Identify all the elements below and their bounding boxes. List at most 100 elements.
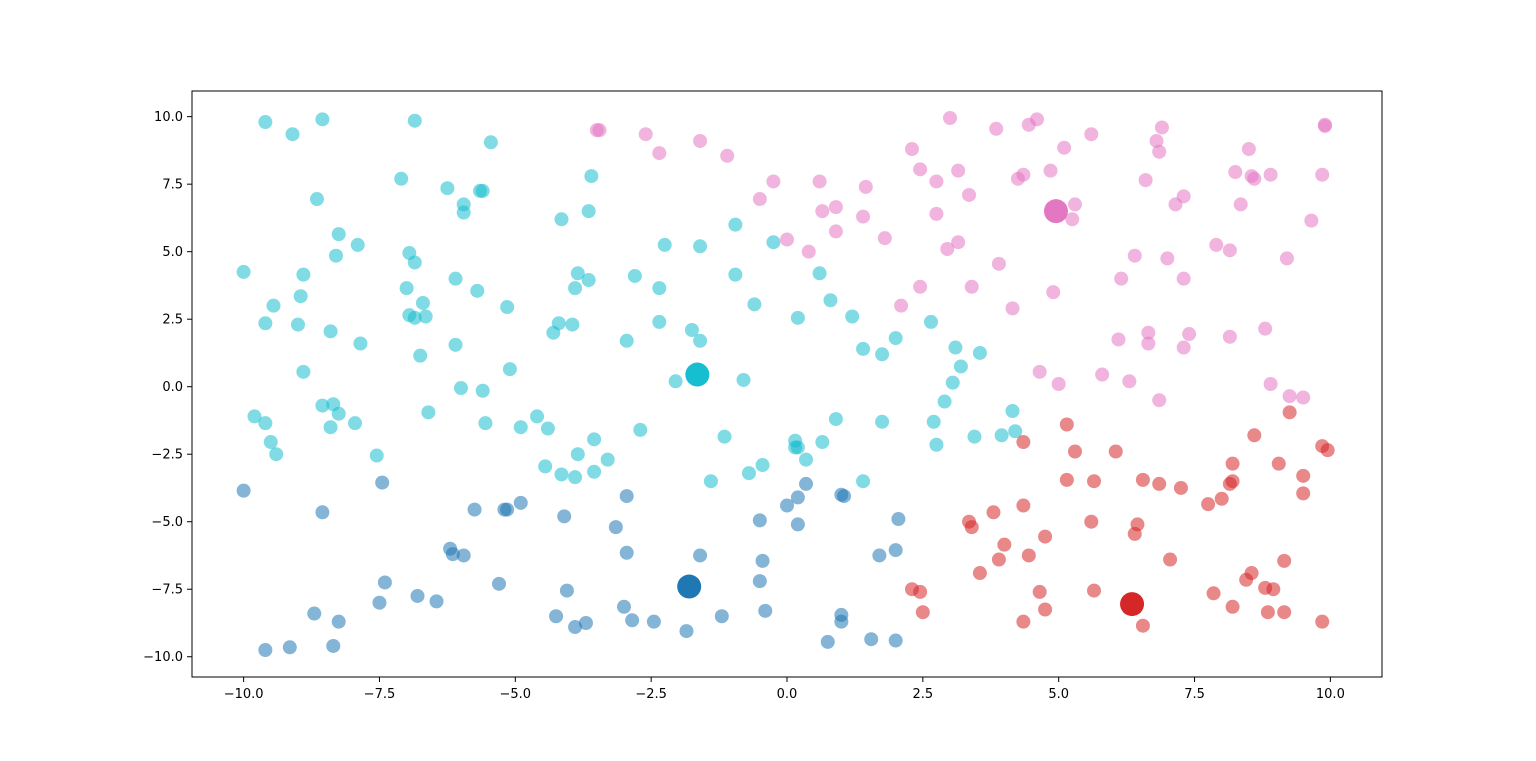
scatter-point bbox=[1108, 444, 1123, 459]
scatter-point bbox=[1225, 599, 1240, 614]
scatter-point bbox=[1277, 605, 1292, 620]
x-tick-label: −10.0 bbox=[224, 687, 264, 702]
scatter-point bbox=[530, 409, 545, 424]
scatter-point bbox=[1320, 443, 1335, 458]
plot-frame bbox=[191, 90, 1383, 678]
scatter-point bbox=[1317, 117, 1332, 132]
scatter-point bbox=[413, 348, 428, 363]
scatter-point bbox=[752, 513, 767, 528]
scatter-point bbox=[570, 266, 585, 281]
scatter-point bbox=[315, 505, 330, 520]
scatter-point bbox=[657, 237, 672, 252]
x-tick-label: −7.5 bbox=[364, 687, 396, 702]
scatter-point bbox=[828, 200, 843, 215]
scatter-point bbox=[1084, 127, 1099, 142]
scatter-point bbox=[1296, 468, 1311, 483]
scatter-point bbox=[1152, 144, 1167, 159]
scatter-point bbox=[1176, 189, 1191, 204]
x-tick-label: −2.5 bbox=[635, 687, 667, 702]
scatter-point bbox=[888, 331, 903, 346]
scatter-point bbox=[891, 512, 906, 527]
scatter-point bbox=[1021, 548, 1036, 563]
scatter-point bbox=[943, 111, 958, 126]
scatter-point bbox=[815, 435, 830, 450]
scatter-point bbox=[500, 300, 515, 315]
scatter-point bbox=[418, 309, 433, 324]
scatter-point bbox=[258, 316, 273, 331]
scatter-point bbox=[331, 406, 346, 421]
scatter-point bbox=[962, 187, 977, 202]
centroid-point bbox=[1120, 592, 1145, 617]
scatter-point bbox=[1095, 367, 1110, 382]
scatter-point bbox=[1225, 474, 1240, 489]
y-tick-label: 7.5 bbox=[162, 178, 183, 193]
scatter-point bbox=[1114, 271, 1129, 286]
scatter-point bbox=[1214, 491, 1229, 506]
scatter-point bbox=[587, 432, 602, 447]
scatter-point bbox=[619, 545, 634, 560]
scatter-point bbox=[1152, 476, 1167, 491]
scatter-point bbox=[1296, 486, 1311, 501]
scatter-point bbox=[790, 517, 805, 532]
scatter-point bbox=[581, 273, 596, 288]
scatter-point bbox=[872, 548, 887, 563]
scatter-point bbox=[285, 127, 300, 142]
scatter-point bbox=[972, 566, 987, 581]
scatter-point bbox=[951, 235, 966, 250]
scatter-point bbox=[1315, 167, 1330, 182]
scatter-point bbox=[668, 374, 683, 389]
scatter-point bbox=[350, 237, 365, 252]
scatter-point bbox=[652, 281, 667, 296]
scatter-point bbox=[407, 255, 422, 270]
scatter-point bbox=[1233, 197, 1248, 212]
scatter-point bbox=[1046, 285, 1061, 300]
scatter-point bbox=[1152, 393, 1167, 408]
x-tick-label: 0.0 bbox=[777, 687, 798, 702]
scatter-point bbox=[728, 217, 743, 232]
scatter-point bbox=[1282, 389, 1297, 404]
scatter-point bbox=[492, 576, 507, 591]
scatter-point bbox=[1176, 340, 1191, 355]
scatter-point bbox=[546, 325, 561, 340]
scatter-point bbox=[323, 324, 338, 339]
scatter-point bbox=[845, 309, 860, 324]
scatter-point bbox=[309, 192, 324, 207]
scatter-point bbox=[1277, 553, 1292, 568]
scatter-point bbox=[915, 605, 930, 620]
scatter-point bbox=[755, 458, 770, 473]
scatter-point bbox=[856, 341, 871, 356]
scatter-point bbox=[1005, 301, 1020, 316]
scatter-point bbox=[766, 235, 781, 250]
y-tick-label: 5.0 bbox=[162, 245, 183, 260]
scatter-point bbox=[940, 241, 955, 256]
scatter-point bbox=[1032, 584, 1047, 599]
scatter-point bbox=[1225, 456, 1240, 471]
scatter-point bbox=[823, 293, 838, 308]
y-tick-label: −5.0 bbox=[151, 515, 183, 530]
scatter-point bbox=[421, 405, 436, 420]
scatter-point bbox=[929, 174, 944, 189]
scatter-point bbox=[1122, 374, 1137, 389]
scatter-point bbox=[752, 192, 767, 207]
scatter-point bbox=[820, 634, 835, 649]
scatter-point bbox=[1065, 212, 1080, 227]
scatter-point bbox=[684, 322, 699, 337]
scatter-point bbox=[1244, 566, 1259, 581]
scatter-point bbox=[875, 414, 890, 429]
scatter-point bbox=[948, 340, 963, 355]
scatter-point bbox=[557, 509, 572, 524]
scatter-point bbox=[828, 224, 843, 239]
scatter-point bbox=[1163, 552, 1178, 567]
scatter-point bbox=[1209, 237, 1224, 252]
scatter-point bbox=[633, 422, 648, 437]
y-tick-label: −10.0 bbox=[143, 650, 183, 665]
scatter-point bbox=[926, 414, 941, 429]
scatter-point bbox=[964, 520, 979, 535]
scatter-point bbox=[834, 614, 849, 629]
scatter-point bbox=[1087, 474, 1102, 489]
scatter-point bbox=[1182, 327, 1197, 342]
scatter-point bbox=[1258, 321, 1273, 336]
scatter-point bbox=[1222, 329, 1237, 344]
scatter-point bbox=[815, 204, 830, 219]
scatter-point bbox=[587, 464, 602, 479]
